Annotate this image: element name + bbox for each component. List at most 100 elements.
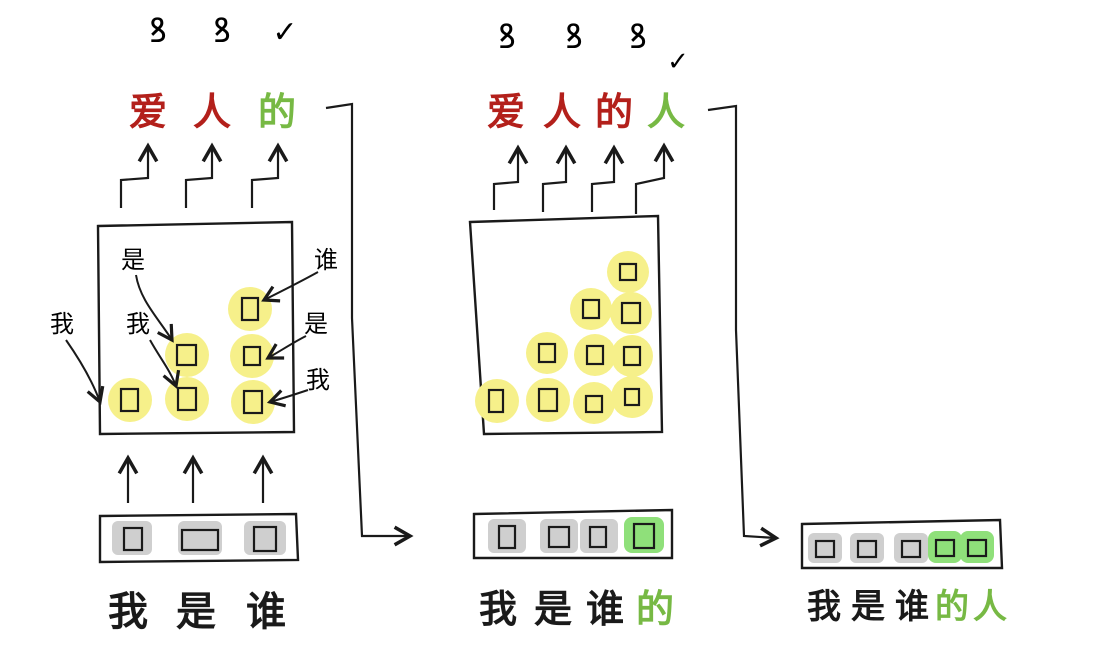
state-cell xyxy=(537,387,559,413)
panel-2-input-char: 的 xyxy=(636,587,674,631)
panel-3-input-char: 的 xyxy=(935,587,969,627)
panel-2-input-char: 我 xyxy=(479,587,517,631)
panel-1: ꝸ ꝸ ✓ 爱 人 的 是 xyxy=(50,11,338,635)
state-cell xyxy=(242,345,262,367)
panel-1-side-note: 我 xyxy=(50,310,74,338)
panel-1-side-arrow xyxy=(265,335,307,360)
panel-2-output-arrow xyxy=(634,142,675,214)
panel-2-top-mark: ꝸ xyxy=(565,17,583,57)
panel-1-input-char: 我 xyxy=(108,589,148,635)
panel-1-top-mark: ✓ xyxy=(272,15,297,50)
state-glow xyxy=(228,287,272,331)
panel-1-side-arrow xyxy=(261,271,319,303)
input-cell-outline xyxy=(252,525,278,553)
panel-2-model-box xyxy=(468,214,664,436)
panel-1-output-char: 人 xyxy=(193,90,231,134)
panel-2-output-char: 的 xyxy=(595,90,633,134)
input-cell-outline xyxy=(814,539,836,559)
panel-2-input-char: 是 xyxy=(534,587,572,631)
panel-1-output-char: 爱 xyxy=(129,90,167,134)
panel-3-input-char: 我 xyxy=(807,587,841,627)
panel-1-side-note: 我 xyxy=(306,366,330,394)
input-cell xyxy=(808,533,842,563)
state-glow xyxy=(230,334,274,378)
state-glow xyxy=(231,380,275,424)
panel-1-output-arrow xyxy=(184,142,223,208)
state-cell xyxy=(618,262,638,282)
state-cell xyxy=(623,387,641,407)
state-cell xyxy=(119,387,140,413)
panel-1-input-char: 谁 xyxy=(246,589,286,635)
panel-1-side-note: 谁 xyxy=(314,246,338,274)
state-glow xyxy=(611,376,653,418)
input-cell-outline xyxy=(934,538,956,558)
state-glow xyxy=(574,334,616,376)
panel-3-input-row xyxy=(800,518,1004,570)
input-cell-outline xyxy=(588,525,608,549)
state-glow xyxy=(573,382,615,424)
state-glow xyxy=(607,251,649,293)
panel-2-output-char: 人 xyxy=(647,90,685,134)
state-cell xyxy=(584,394,604,414)
state-glow xyxy=(570,288,612,330)
input-cell-outline xyxy=(900,539,922,559)
panel-3-input-char: 谁 xyxy=(895,587,929,627)
panel-1-inner-note: 是 xyxy=(121,246,145,274)
state-glow xyxy=(526,332,568,374)
panel-2-output-arrow xyxy=(541,144,577,212)
panel-1-side-arrow xyxy=(65,339,105,406)
state-cell xyxy=(537,342,557,364)
input-cell xyxy=(894,533,928,563)
state-glow xyxy=(610,292,652,334)
state-cell xyxy=(581,298,601,320)
state-cell xyxy=(487,388,505,414)
panel-2-output-arrow xyxy=(492,144,529,210)
state-cell xyxy=(622,345,642,367)
state-cell xyxy=(585,344,605,366)
panel-1-states xyxy=(108,287,275,424)
connector-arrow-2 xyxy=(707,104,780,548)
input-cell-outline xyxy=(547,525,571,549)
panel-2-top-mark: ✓ xyxy=(667,47,689,77)
panel-1-output-char: 的 xyxy=(258,90,296,134)
panel-2-input-char: 谁 xyxy=(586,587,624,631)
panel-1-model-box xyxy=(96,220,296,436)
state-glow xyxy=(611,335,653,377)
panel-2-output-char: 人 xyxy=(543,90,581,134)
panel-1-note-arrow xyxy=(135,274,174,343)
panel-1-input-row xyxy=(98,512,300,564)
input-cell-outline xyxy=(122,526,144,552)
input-cell xyxy=(488,519,526,553)
panel-1-output-arrow xyxy=(119,142,159,208)
panel-3-input-char: 人 xyxy=(973,587,1007,627)
panel-2-states xyxy=(475,251,653,424)
panel-2-input-row xyxy=(472,508,674,560)
panel-1-top-mark: ꝸ xyxy=(149,11,167,51)
panel-2-top-mark: ꝸ xyxy=(629,17,647,57)
input-cell xyxy=(850,533,884,563)
panel-1-top-mark: ꝸ xyxy=(213,11,231,51)
state-cell xyxy=(240,296,260,322)
state-glow xyxy=(475,379,519,423)
panel-1-input-char: 是 xyxy=(176,589,216,635)
state-glow xyxy=(165,377,209,421)
state-cell xyxy=(176,386,198,412)
input-cell-new xyxy=(960,531,994,563)
state-cell xyxy=(620,301,642,325)
panel-2: ꝸ ꝸ ꝸ ✓ 爱 人 的 人 xyxy=(468,17,689,631)
panel-2-output-arrow xyxy=(590,144,625,212)
panel-1-side-note: 是 xyxy=(304,310,328,338)
input-cell-outline xyxy=(632,522,656,550)
panel-1-note-arrow xyxy=(149,339,181,390)
panel-1-output-arrow xyxy=(250,142,289,208)
input-cell-outline xyxy=(497,524,517,550)
panel-3: 我 是 谁 的 人 xyxy=(800,518,1007,627)
state-cell xyxy=(242,389,264,415)
input-cell-outline xyxy=(966,538,988,558)
state-cell xyxy=(175,343,198,367)
panel-1-side-arrow xyxy=(266,389,309,408)
panel-2-output-char: 爱 xyxy=(487,90,525,134)
connector-arrow-1 xyxy=(325,102,414,547)
panel-2-top-mark: ꝸ xyxy=(498,17,516,57)
